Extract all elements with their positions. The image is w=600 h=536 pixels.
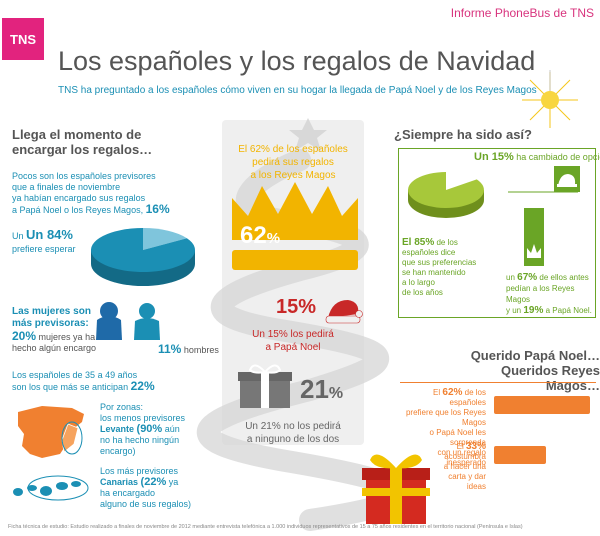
right-heading: ¿Siempre ha sido así?: [394, 127, 532, 142]
canarias-value: (22%: [140, 476, 167, 488]
early-line: ya habían encargado sus regalos: [12, 193, 146, 203]
crown-icon: [232, 182, 358, 270]
reyes-value: 62%: [240, 222, 281, 249]
letter-value: 33%: [465, 441, 486, 452]
early-line: que a finales de noviembre: [12, 182, 121, 192]
letter-bar: [494, 446, 546, 464]
keep-value: El 85%: [402, 237, 435, 248]
before-value-2: 19%: [523, 305, 544, 316]
change-text: Un 15% ha cambiado de opción: [474, 151, 600, 163]
change-bar: [508, 166, 580, 266]
papa-value: 15%: [276, 296, 317, 318]
none-text: Un 21% no los pedirá a ninguno de los do…: [245, 421, 341, 445]
santa-hat-icon: [325, 300, 363, 324]
age-text: Los españoles de 35 a 49 años son los qu…: [12, 370, 155, 393]
levante-value: (90%: [136, 423, 163, 435]
women-text: 20% mujeres ya ha hecho algún encargo: [12, 329, 97, 353]
spain-map-icon: [18, 406, 84, 458]
left-heading: Llega el momento de encargar los regalos…: [12, 127, 153, 157]
pie-slice: [408, 172, 484, 208]
letters-heading: Querido Papá Noel… Queridos Reyes Magos…: [470, 348, 600, 393]
change-value: Un 15%: [474, 151, 514, 163]
woman-icon: [96, 302, 122, 340]
pie-slice: [91, 228, 195, 272]
gift-box-icon: [238, 364, 292, 408]
footnote: Ficha técnica de estudio: Estudio realiz…: [8, 524, 523, 530]
early-orders-pie: [91, 228, 195, 286]
early-line: Pocos son los españoles previsores: [12, 171, 156, 181]
women-value: 20%: [12, 329, 37, 343]
canarias-map-icon: [13, 475, 89, 501]
letter-text: El 33% acostumbra a hacer una carta y da…: [443, 441, 486, 492]
red-gift-icon: [362, 454, 430, 524]
pie-slice: [446, 172, 477, 190]
age-value: 22%: [130, 379, 155, 393]
wait-value: Un 84%: [26, 227, 73, 242]
surprise-text: El 62% de los españoles prefiere que los…: [405, 387, 486, 468]
wait-text: Un Un 84% prefiere esperar: [12, 226, 92, 255]
page-title: Los españoles y los regalos de Navidad: [58, 46, 536, 76]
none-value: 21%: [300, 374, 344, 404]
canarias-text: Los más previsores Canarias (22% ya ha e…: [100, 466, 192, 509]
history-pie: [408, 172, 484, 218]
keep-text: El 85% de los españoles dice que sus pre…: [402, 237, 477, 298]
letters-divider: [400, 382, 596, 383]
star-ornament-icon: [522, 70, 578, 128]
reyes-text: El 62% de los españoles pedirá sus regal…: [238, 144, 348, 181]
man-icon: [134, 303, 160, 340]
before-value: 67%: [517, 272, 538, 283]
page-subtitle: TNS ha preguntado a los españoles cómo v…: [58, 85, 537, 96]
before-text: un 67% de ellos antes pedían a los Reyes…: [506, 272, 592, 316]
tns-logo: TNS: [2, 18, 44, 60]
early-orders-text: Pocos son los españoles previsores que a…: [12, 171, 172, 216]
wait-label: prefiere esperar: [12, 244, 76, 254]
history-box: [398, 148, 596, 318]
papa-text: Un 15% los pedirá a Papá Noel: [252, 329, 334, 353]
brand-label: Informe PhoneBus de TNS: [450, 6, 594, 20]
early-orders-value: 16%: [145, 202, 170, 216]
early-line: a Papá Noel o los Reyes Magos, 16%: [12, 202, 170, 216]
women-heading: Las mujeres son más previsoras:: [12, 306, 91, 329]
pie-slice: [143, 228, 187, 250]
surprise-value: 62%: [442, 387, 463, 398]
surprise-bar: [494, 396, 590, 414]
men-value: 11%: [158, 342, 182, 356]
men-text: 11% hombres: [158, 342, 219, 356]
zones-text: Por zonas: los menos previsores Levante …: [100, 402, 186, 456]
